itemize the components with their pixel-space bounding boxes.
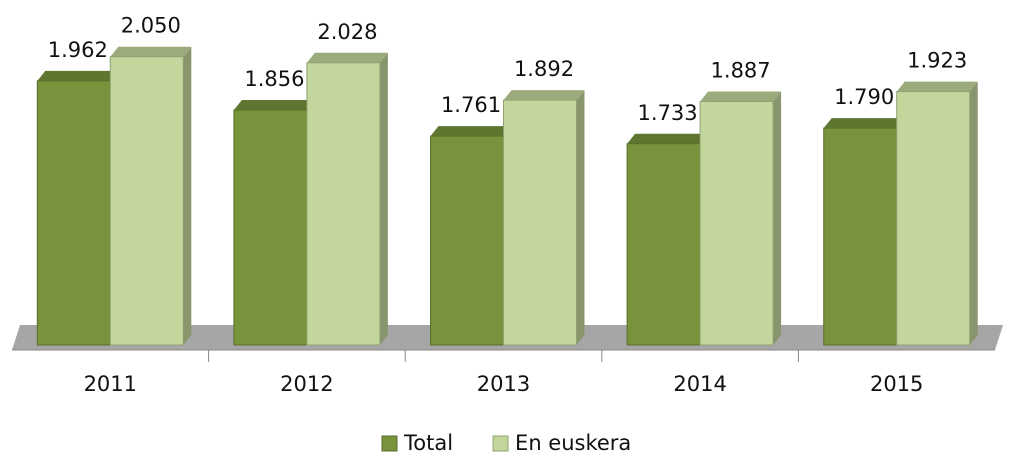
x-tick-label: 2012	[280, 372, 333, 396]
data-label: 2.028	[317, 20, 377, 44]
bar-side	[969, 81, 978, 345]
bar-top	[306, 52, 388, 63]
legend-swatch	[381, 435, 398, 452]
bar-side	[773, 91, 782, 345]
bar	[109, 56, 184, 346]
data-label: 1.856	[244, 67, 304, 91]
bar	[306, 62, 381, 346]
bar-top	[627, 133, 709, 144]
bar-top	[503, 90, 585, 101]
bar	[626, 143, 701, 346]
legend-label: Total	[403, 431, 453, 455]
x-tick-label: 2011	[84, 372, 137, 396]
bar	[36, 80, 111, 346]
data-label: 1.962	[48, 38, 108, 62]
data-label: 2.050	[121, 14, 181, 38]
x-tick-label: 2014	[673, 372, 726, 396]
bar-side	[576, 90, 585, 345]
data-label: 1.892	[514, 57, 574, 81]
x-tick-label: 2013	[477, 372, 530, 396]
bar-top	[430, 126, 512, 137]
bar	[233, 109, 308, 346]
bar	[430, 135, 504, 346]
bar-top	[37, 70, 119, 81]
bar-top	[700, 91, 782, 102]
data-label: 1.733	[638, 101, 698, 125]
bar	[896, 91, 971, 346]
bar	[823, 127, 898, 346]
bar-side	[183, 46, 192, 346]
bar-top	[110, 46, 192, 57]
bar	[503, 99, 577, 346]
data-label: 1.790	[834, 85, 894, 109]
data-label: 1.887	[711, 58, 771, 82]
bar	[699, 100, 774, 346]
bar-top	[896, 81, 978, 92]
legend-label: En euskera	[515, 431, 631, 455]
data-label: 1.761	[441, 93, 501, 117]
bar-top	[823, 118, 905, 129]
bar-top	[233, 99, 315, 110]
bar-side	[379, 52, 388, 345]
legend-swatch	[492, 435, 509, 452]
data-label: 1.923	[907, 49, 967, 73]
x-tick-label: 2015	[870, 372, 923, 396]
